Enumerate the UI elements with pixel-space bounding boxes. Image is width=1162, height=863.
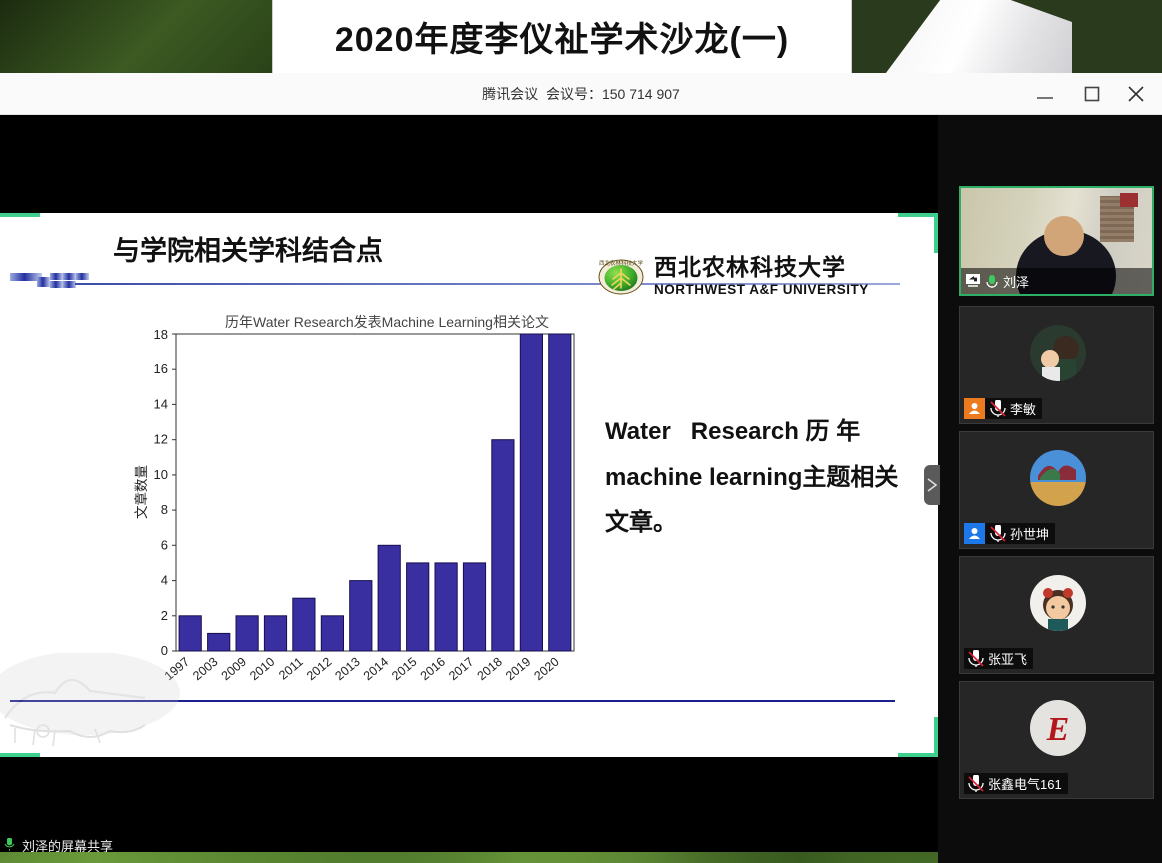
svg-text:14: 14 bbox=[154, 396, 168, 411]
svg-text:历年Water Research发表Machine Lear: 历年Water Research发表Machine Learning相关论文 bbox=[225, 314, 549, 330]
svg-text:16: 16 bbox=[154, 361, 168, 376]
svg-text:2018: 2018 bbox=[475, 655, 505, 683]
svg-text:8: 8 bbox=[161, 502, 168, 517]
svg-text:2020: 2020 bbox=[531, 655, 561, 683]
svg-text:18: 18 bbox=[154, 327, 168, 342]
svg-text:2009: 2009 bbox=[219, 655, 249, 683]
svg-text:2: 2 bbox=[161, 608, 168, 623]
svg-text:10: 10 bbox=[154, 467, 168, 482]
svg-text:2013: 2013 bbox=[332, 655, 362, 683]
svg-text:2015: 2015 bbox=[389, 655, 419, 683]
svg-text:2016: 2016 bbox=[418, 655, 448, 683]
svg-text:2003: 2003 bbox=[190, 655, 220, 683]
svg-text:12: 12 bbox=[154, 432, 168, 447]
svg-text:2011: 2011 bbox=[276, 655, 306, 683]
svg-text:2010: 2010 bbox=[247, 655, 277, 683]
svg-text:文章数量: 文章数量 bbox=[133, 465, 149, 519]
svg-text:2012: 2012 bbox=[304, 655, 334, 683]
svg-text:6: 6 bbox=[161, 537, 168, 552]
svg-text:2017: 2017 bbox=[446, 655, 476, 683]
svg-text:4: 4 bbox=[161, 573, 168, 588]
svg-text:E: E bbox=[1046, 711, 1070, 748]
svg-text:2019: 2019 bbox=[503, 655, 533, 683]
svg-text:2014: 2014 bbox=[361, 655, 391, 683]
